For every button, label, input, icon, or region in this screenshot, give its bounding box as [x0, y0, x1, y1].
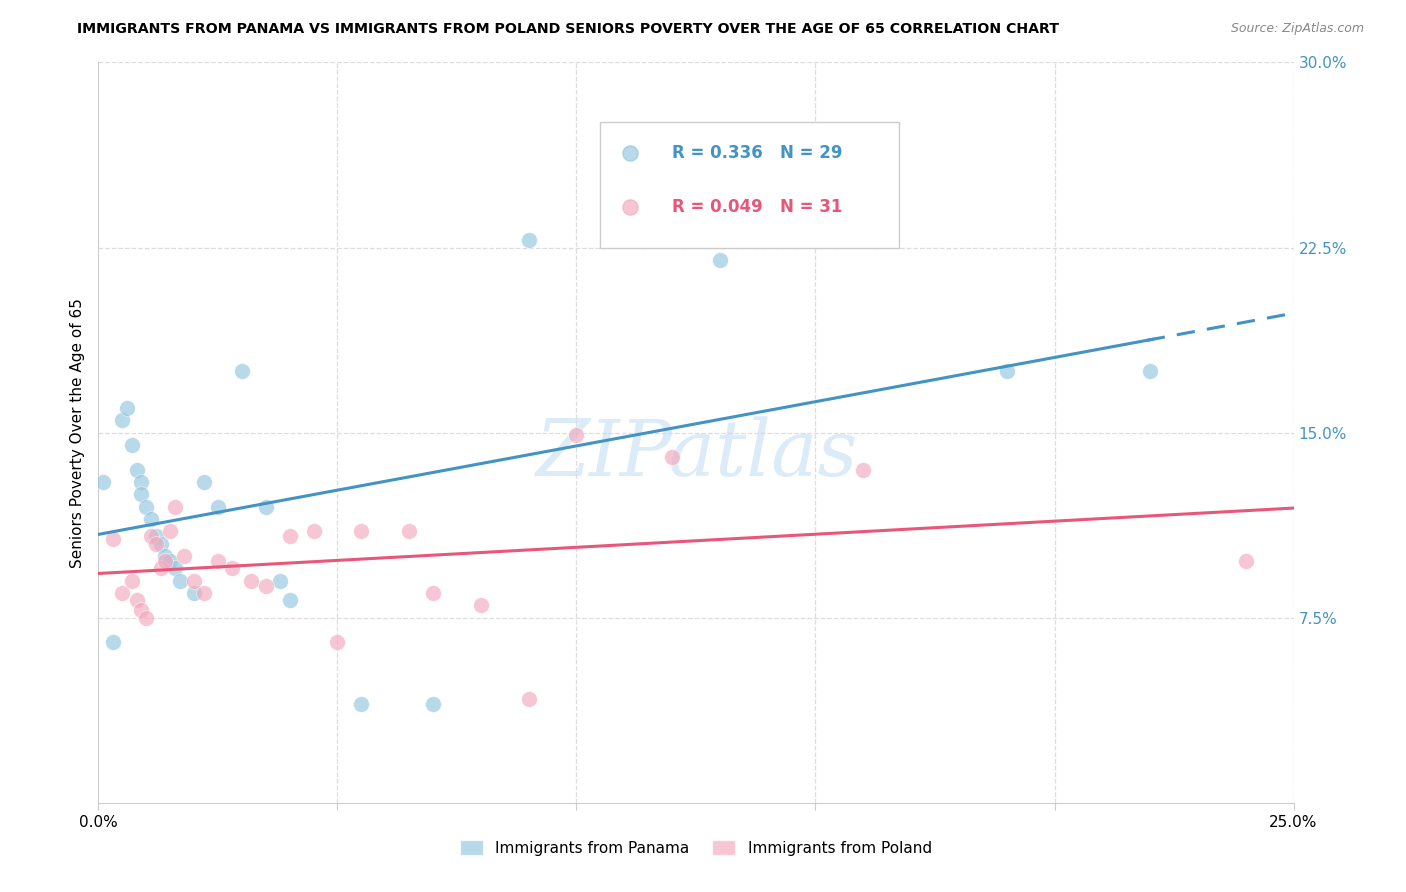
Point	[121, 574, 143, 588]
Point	[231, 364, 253, 378]
Point	[135, 610, 157, 624]
Point	[139, 512, 162, 526]
Point	[350, 524, 373, 539]
Point	[254, 579, 277, 593]
Text: R = 0.049   N = 31: R = 0.049 N = 31	[672, 198, 842, 216]
Point	[183, 574, 205, 588]
Point	[207, 500, 229, 514]
Point	[193, 475, 215, 489]
Point	[470, 599, 492, 613]
Point	[121, 438, 143, 452]
Point	[131, 487, 153, 501]
Point	[145, 529, 167, 543]
Point	[278, 593, 301, 607]
Text: ZIPatlas: ZIPatlas	[534, 417, 858, 493]
Point	[278, 529, 301, 543]
Point	[422, 697, 444, 711]
Point	[852, 462, 875, 476]
Point	[254, 500, 277, 514]
Point	[101, 635, 124, 649]
Point	[111, 586, 134, 600]
Point	[155, 554, 177, 568]
Point	[173, 549, 195, 563]
Point	[131, 475, 153, 489]
Point	[326, 635, 349, 649]
Point	[302, 524, 325, 539]
Point	[159, 524, 181, 539]
Point	[159, 554, 181, 568]
Point	[149, 536, 172, 550]
Point	[163, 500, 186, 514]
Point	[101, 532, 124, 546]
Text: IMMIGRANTS FROM PANAMA VS IMMIGRANTS FROM POLAND SENIORS POVERTY OVER THE AGE OF: IMMIGRANTS FROM PANAMA VS IMMIGRANTS FRO…	[77, 22, 1059, 37]
Text: Source: ZipAtlas.com: Source: ZipAtlas.com	[1230, 22, 1364, 36]
Point	[149, 561, 172, 575]
Point	[709, 252, 731, 267]
Point	[169, 574, 191, 588]
Point	[145, 536, 167, 550]
Point	[163, 561, 186, 575]
Point	[1234, 554, 1257, 568]
Point	[207, 554, 229, 568]
Point	[115, 401, 138, 415]
Point	[995, 364, 1018, 378]
Point	[269, 574, 291, 588]
Point	[139, 529, 162, 543]
Point	[517, 692, 540, 706]
Point	[221, 561, 243, 575]
Point	[350, 697, 373, 711]
Point	[125, 462, 148, 476]
Point	[398, 524, 420, 539]
FancyBboxPatch shape	[600, 121, 900, 247]
Point	[131, 603, 153, 617]
Legend: Immigrants from Panama, Immigrants from Poland: Immigrants from Panama, Immigrants from …	[454, 834, 938, 862]
Y-axis label: Seniors Poverty Over the Age of 65: Seniors Poverty Over the Age of 65	[69, 298, 84, 567]
Point	[135, 500, 157, 514]
Point	[565, 428, 588, 442]
Text: R = 0.336   N = 29: R = 0.336 N = 29	[672, 144, 842, 161]
Point	[111, 413, 134, 427]
Point	[1139, 364, 1161, 378]
Point	[125, 593, 148, 607]
Point	[517, 233, 540, 247]
Point	[661, 450, 683, 465]
Point	[193, 586, 215, 600]
Point	[183, 586, 205, 600]
Point	[240, 574, 263, 588]
Point	[91, 475, 114, 489]
Point	[155, 549, 177, 563]
Point	[422, 586, 444, 600]
